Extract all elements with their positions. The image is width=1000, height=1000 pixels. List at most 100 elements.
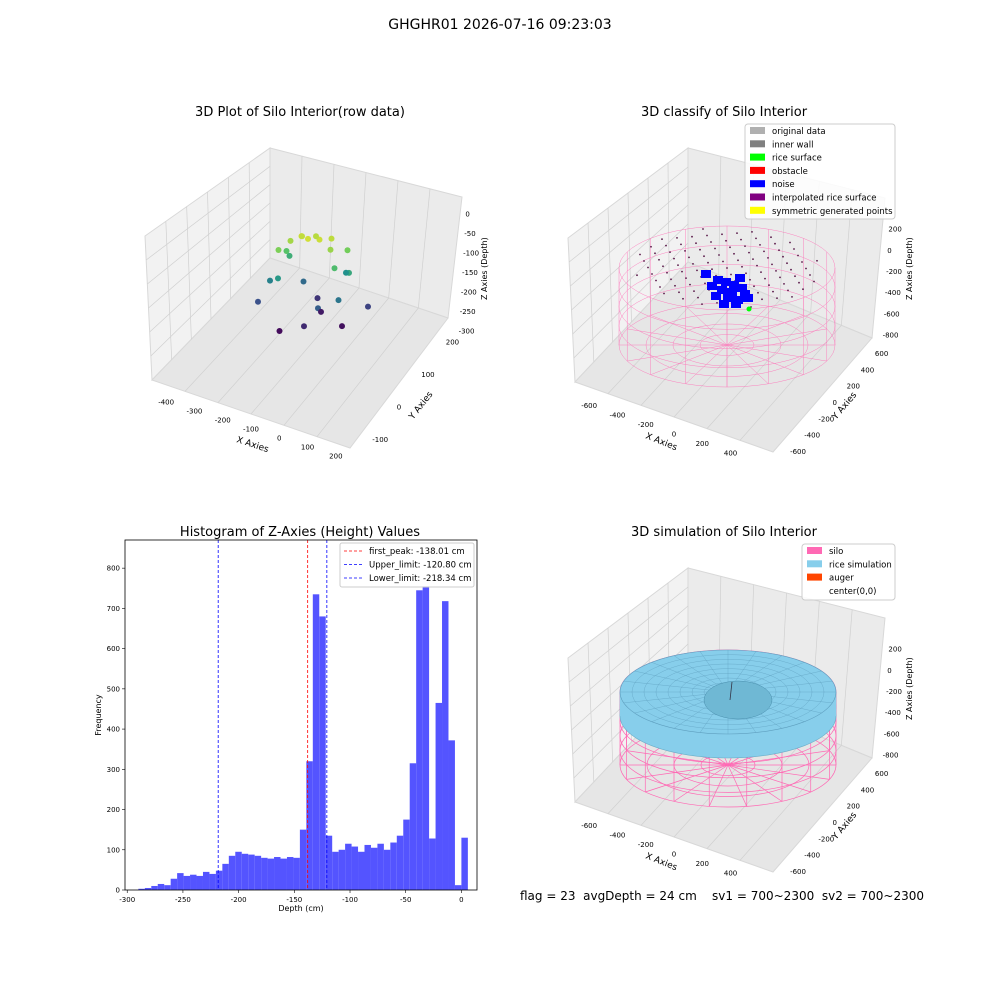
- simulation-y-tick-label: -600: [790, 868, 806, 876]
- raw-x-tick-label: -200: [215, 417, 231, 425]
- raw-data-point: [276, 328, 283, 334]
- classify-noise-point: [731, 300, 741, 308]
- raw-gridline: [328, 164, 335, 279]
- raw-data-point: [365, 303, 371, 310]
- histogram-bar: [248, 854, 255, 890]
- raw-scatter-3d-panel: 3D Plot of Silo Interior(row data) -400 -…: [144, 105, 489, 460]
- simulation-y-tick-label: -400: [804, 852, 820, 860]
- histogram-x-tick-label: -300: [119, 896, 135, 904]
- classify-interpolated-point: [772, 290, 774, 293]
- classify-interpolated-point: [779, 276, 781, 279]
- histogram-bar: [396, 835, 404, 890]
- classify-3d-panel: 3D classify of Silo Interior -600 -400 -20…: [567, 105, 914, 460]
- classify-legend-label: interpolated rice surface: [772, 194, 877, 204]
- classify-interpolated-point: [682, 297, 684, 300]
- raw-x-tick-label: -400: [158, 399, 174, 407]
- classify-interpolated-point: [697, 296, 699, 299]
- raw-z-tick-label: -50: [464, 230, 475, 238]
- simulation-y-tick-label: 400: [861, 786, 874, 794]
- histogram-x-tick-label: -200: [231, 896, 247, 904]
- classify-interpolated-point: [661, 238, 663, 241]
- histogram-bar: [416, 590, 423, 890]
- classify-y-tick-label: 200: [847, 383, 860, 391]
- histogram-bar: [286, 857, 294, 890]
- simulation-gridline: [739, 745, 842, 861]
- classify-silo-floor-ring: [645, 313, 809, 377]
- histogram-bar: [332, 851, 339, 890]
- classify-legend-swatch: [750, 166, 765, 174]
- classify-noise-point: [729, 281, 739, 289]
- histogram-x-tick-label: -250: [175, 896, 191, 904]
- classify-interpolated-point: [688, 256, 690, 259]
- classify-interpolated-point: [691, 235, 693, 238]
- classify-interpolated-point: [770, 236, 772, 239]
- raw-data-point: [343, 269, 349, 276]
- classify-noise-point: [743, 294, 753, 302]
- classify-legend-label: noise: [772, 180, 795, 190]
- classify-interpolated-point: [666, 271, 668, 274]
- histogram-bar: [164, 885, 171, 890]
- simulation-z-tick-label: -400: [885, 709, 901, 717]
- raw-gridline: [250, 287, 360, 415]
- classify-interpolated-point: [741, 265, 743, 268]
- raw-x-tick-label: -100: [243, 426, 259, 434]
- classify-interpolated-point: [721, 233, 723, 236]
- histogram-y-tick-label: 400: [107, 726, 120, 734]
- histogram-y-tick-label: 500: [107, 685, 120, 693]
- classify-interpolated-point: [753, 285, 755, 288]
- raw-x-tick-label: 100: [301, 444, 314, 452]
- classify-interpolated-point: [680, 243, 682, 246]
- classify-noise-point: [711, 292, 721, 300]
- classify-title: 3D classify of Silo Interior: [641, 105, 808, 120]
- simulation-legend-label: silo: [829, 547, 843, 557]
- simulation-legend-swatch: [807, 547, 822, 554]
- classify-interpolated-point: [737, 259, 739, 262]
- classify-legend-swatch: [750, 193, 765, 201]
- classify-z-tick-label: -800: [883, 331, 899, 339]
- histogram-bar: [144, 887, 152, 890]
- classify-interpolated-point: [760, 271, 762, 273]
- histogram-x-tick-label: -100: [342, 896, 358, 904]
- raw-data-point: [286, 252, 293, 259]
- classify-gridline: [573, 242, 689, 359]
- histogram-bar: [177, 873, 184, 890]
- histogram-bar: [377, 843, 384, 890]
- raw-gridline: [283, 297, 389, 426]
- simulation-gridline: [840, 609, 853, 746]
- classify-x-tick-label: -400: [609, 411, 625, 419]
- classify-interpolated-point: [767, 257, 769, 259]
- histogram-bar: [222, 863, 229, 890]
- histogram-x-tick-label: 0: [459, 896, 463, 904]
- histogram-y-tick-label: 200: [107, 806, 120, 814]
- classify-interpolated-point: [685, 277, 687, 279]
- classify-interpolated-point: [693, 290, 695, 292]
- histogram-bar: [422, 586, 430, 890]
- simulation-x-tick-label: 400: [724, 870, 737, 878]
- histogram-y-tick-label: 700: [107, 605, 120, 613]
- raw-y-tick-label: -100: [372, 436, 388, 444]
- simulation-legend-label: center(0,0): [829, 587, 877, 597]
- classify-x-tick-label: 400: [724, 450, 737, 458]
- classify-interpolated-point: [707, 261, 709, 264]
- histogram-bar: [461, 837, 468, 890]
- classify-legend-swatch: [750, 140, 765, 148]
- classify-z-tick-label: -400: [885, 289, 901, 297]
- classify-interpolated-point: [692, 263, 694, 265]
- classify-legend-box: [744, 123, 896, 220]
- histogram-bar: [383, 849, 391, 890]
- classify-z-axis-label: Z Axies (Depth): [905, 237, 914, 300]
- classify-interpolated-point: [650, 245, 652, 248]
- classify-gridline: [706, 312, 811, 429]
- classify-y-tick-label: 600: [875, 350, 888, 358]
- classify-interpolated-point: [749, 278, 751, 281]
- classify-interpolated-point: [689, 283, 691, 286]
- classify-interpolated-point: [655, 279, 657, 282]
- simulation-rice-depression: [703, 680, 773, 720]
- raw-data-point: [300, 278, 307, 285]
- classify-interpolated-point: [718, 254, 720, 256]
- classify-interpolated-point: [740, 238, 742, 241]
- raw-data-point: [283, 248, 290, 254]
- classify-y-tick-label: 400: [861, 366, 874, 374]
- classify-interpolated-point: [778, 249, 780, 252]
- classify-interpolated-point: [701, 303, 703, 305]
